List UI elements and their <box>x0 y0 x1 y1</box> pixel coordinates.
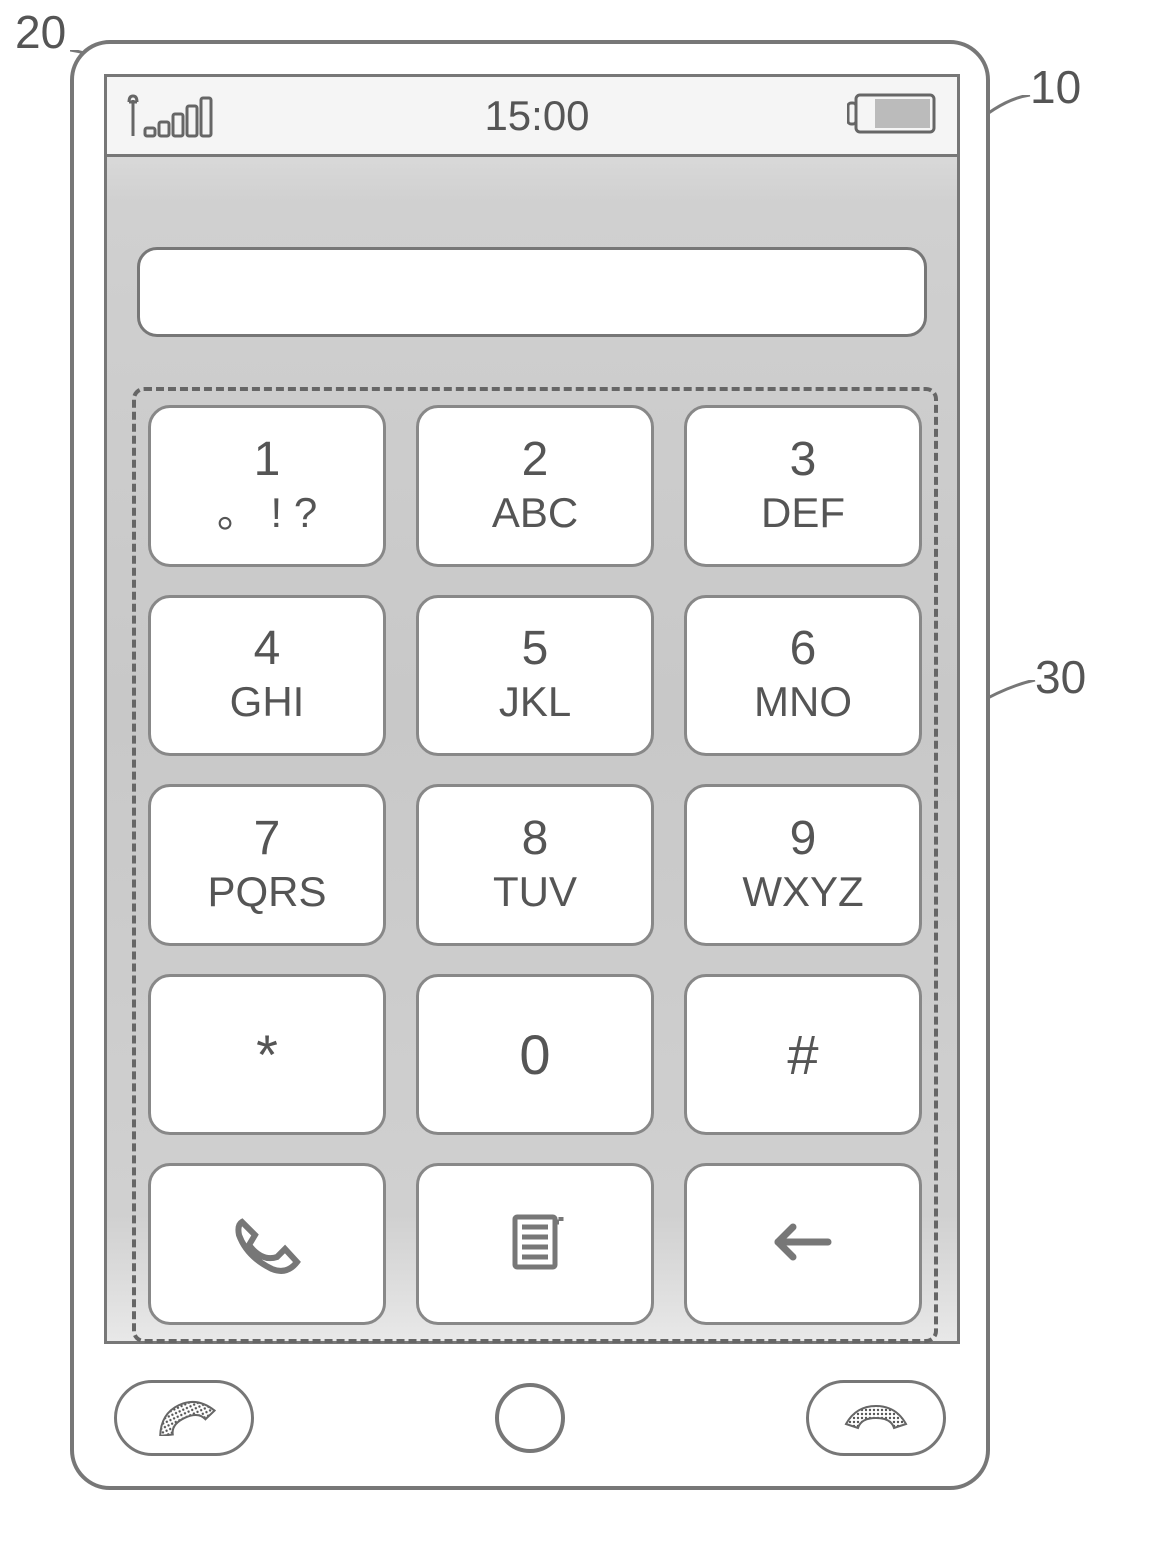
back-arrow-icon <box>763 1207 843 1282</box>
key-contacts[interactable] <box>416 1163 654 1325</box>
key-call[interactable] <box>148 1163 386 1325</box>
number-display <box>137 247 927 337</box>
callout-body: 20 <box>15 5 66 59</box>
key-backspace[interactable] <box>684 1163 922 1325</box>
phone-body: 15:00 1 。 ! ? <box>70 40 990 1490</box>
key-8[interactable]: 8 TUV <box>416 784 654 946</box>
key-letters: PQRS <box>207 869 326 915</box>
list-icon <box>495 1207 575 1282</box>
key-1[interactable]: 1 。 ! ? <box>148 405 386 567</box>
key-number: 8 <box>522 815 549 863</box>
screen: 15:00 1 。 ! ? <box>104 74 960 1344</box>
key-number: 9 <box>790 815 817 863</box>
key-9[interactable]: 9 WXYZ <box>684 784 922 946</box>
status-bar: 15:00 <box>107 77 957 157</box>
keypad-area: 1 。 ! ? 2 ABC 3 DEF 4 GHI <box>132 387 938 1343</box>
signal-icon <box>127 88 227 143</box>
key-0[interactable]: 0 <box>416 974 654 1136</box>
key-7[interactable]: 7 PQRS <box>148 784 386 946</box>
key-2[interactable]: 2 ABC <box>416 405 654 567</box>
key-letters: ABC <box>492 490 578 536</box>
key-number: 7 <box>254 815 281 863</box>
end-button[interactable] <box>806 1380 946 1456</box>
key-letters: GHI <box>230 679 305 725</box>
key-5[interactable]: 5 JKL <box>416 595 654 757</box>
key-number: 2 <box>522 436 549 484</box>
key-6[interactable]: 6 MNO <box>684 595 922 757</box>
key-hash[interactable]: # <box>684 974 922 1136</box>
key-letters: TUV <box>493 869 577 915</box>
callout-keypad: 30 <box>1035 650 1086 704</box>
key-number: 3 <box>790 436 817 484</box>
phone-icon <box>227 1207 307 1282</box>
key-letters: 。 ! ? <box>217 490 317 536</box>
key-letters: WXYZ <box>742 869 863 915</box>
phone-hangup-icon <box>836 1396 916 1441</box>
key-number: # <box>787 1022 818 1087</box>
key-star[interactable]: * <box>148 974 386 1136</box>
key-number: * <box>256 1022 278 1087</box>
battery-icon <box>847 91 937 141</box>
key-number: 1 <box>254 436 281 484</box>
key-number: 0 <box>519 1022 550 1087</box>
call-button[interactable] <box>114 1380 254 1456</box>
status-time: 15:00 <box>484 92 589 140</box>
key-4[interactable]: 4 GHI <box>148 595 386 757</box>
phone-pickup-icon <box>144 1396 224 1441</box>
key-3[interactable]: 3 DEF <box>684 405 922 567</box>
key-letters: JKL <box>499 679 571 725</box>
callout-screen: 10 <box>1030 60 1081 114</box>
key-letters: MNO <box>754 679 852 725</box>
key-letters: DEF <box>761 490 845 536</box>
key-number: 4 <box>254 625 281 673</box>
home-button[interactable] <box>495 1383 565 1453</box>
hardware-buttons <box>114 1380 946 1456</box>
key-number: 6 <box>790 625 817 673</box>
key-number: 5 <box>522 625 549 673</box>
